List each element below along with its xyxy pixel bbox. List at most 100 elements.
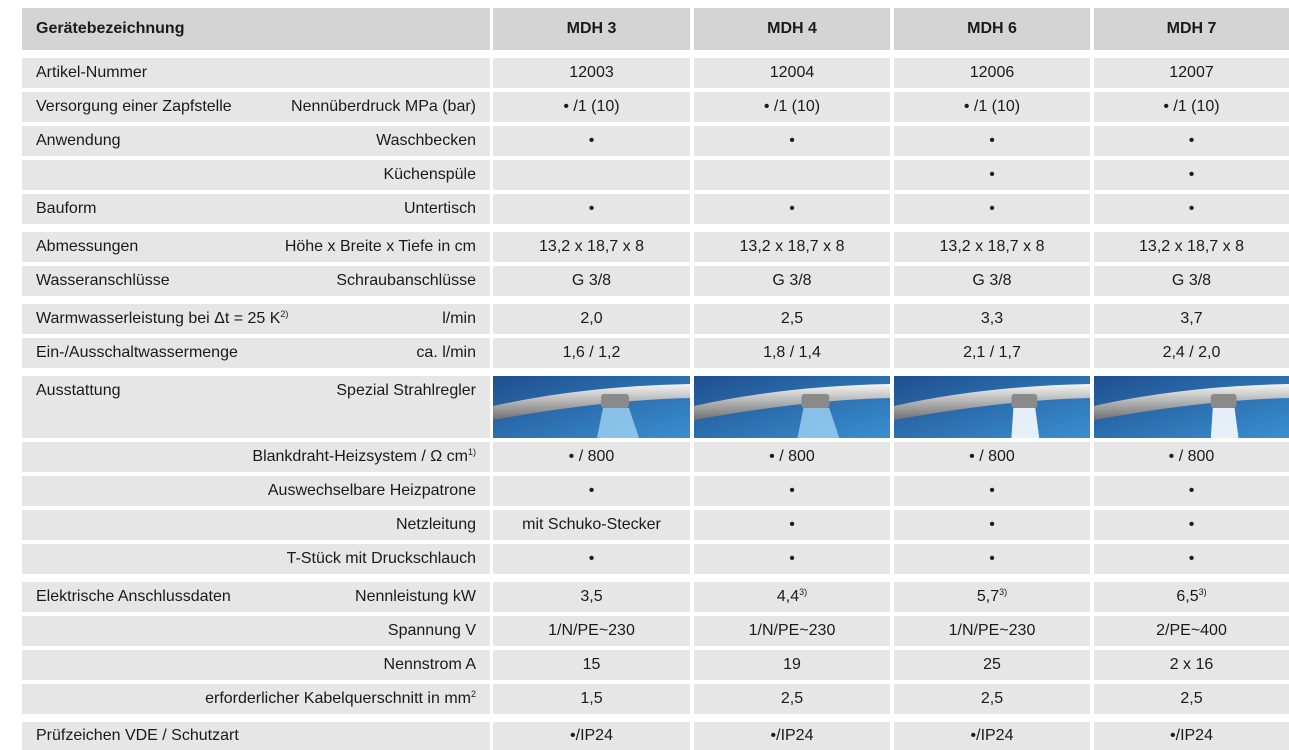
label-text: Nennleistung kW: [355, 588, 476, 605]
label-right: ca. l/min: [416, 344, 476, 362]
footnote-mark: 1): [468, 447, 476, 457]
value: • / 800: [969, 448, 1015, 466]
value: • /1 (10): [563, 98, 619, 116]
label-right: Untertisch: [404, 200, 476, 218]
value-cell: 1/N/PE~230: [694, 616, 890, 646]
row-label-cell: erforderlicher Kabelquerschnitt in mm2: [22, 684, 490, 714]
value: 2,5: [1180, 690, 1202, 708]
label-text: Versorgung einer Zapfstelle: [36, 98, 232, 115]
model-name: MDH 7: [1167, 20, 1217, 38]
label-right: erforderlicher Kabelquerschnitt in mm2: [205, 690, 476, 708]
value-cell: •/IP24: [493, 722, 690, 750]
label-text: Abmessungen: [36, 238, 138, 255]
faucet-photo: [493, 376, 690, 438]
value-cell: •: [694, 194, 890, 224]
header-model-cell: MDH 7: [1094, 8, 1289, 50]
label-left: Warmwasserleistung bei Δt = 25 K2): [36, 310, 288, 328]
label-right: Waschbecken: [376, 132, 476, 150]
value: • / 800: [1169, 448, 1215, 466]
value: •: [789, 200, 795, 218]
value: 1,5: [580, 690, 602, 708]
value-cell: •: [894, 126, 1090, 156]
value: 12006: [970, 64, 1015, 82]
value-cell: •/IP24: [694, 722, 890, 750]
value: 1,8 / 1,4: [763, 344, 821, 362]
value-cell: 12004: [694, 58, 890, 88]
value-cell: 13,2 x 18,7 x 8: [1094, 232, 1289, 262]
value: •: [789, 482, 795, 500]
value: • / 800: [769, 448, 815, 466]
value: •: [989, 132, 995, 150]
value: •: [1189, 200, 1195, 218]
value-cell: G 3/8: [493, 266, 690, 296]
value-cell: • / 800: [493, 442, 690, 472]
value-cell: •: [493, 194, 690, 224]
value-cell: 2,5: [694, 304, 890, 334]
value-cell: 25: [894, 650, 1090, 680]
label-text: Ausstattung: [36, 382, 121, 399]
value-cell: •: [694, 476, 890, 506]
value-cell: 1,6 / 1,2: [493, 338, 690, 368]
footnote-mark: 3): [1199, 587, 1207, 597]
value-cell: •: [894, 160, 1090, 190]
value-cell: 13,2 x 18,7 x 8: [694, 232, 890, 262]
value: •: [989, 550, 995, 568]
label-text: Schraubanschlüsse: [336, 272, 476, 289]
value-cell: •: [694, 126, 890, 156]
photo-cell: [1094, 376, 1289, 438]
header-model-cell: MDH 3: [493, 8, 690, 50]
footnote-mark: 2: [471, 689, 476, 699]
value-cell: • /1 (10): [493, 92, 690, 122]
row-label-cell: Wasseranschlüsse Schraubanschlüsse: [22, 266, 490, 296]
value: • / 800: [569, 448, 615, 466]
label-text: ca. l/min: [416, 344, 476, 361]
value-cell: 2,5: [694, 684, 890, 714]
value: 2,5: [781, 690, 803, 708]
value-cell: 1/N/PE~230: [493, 616, 690, 646]
label-right: l/min: [442, 310, 476, 328]
value-cell: •: [1094, 544, 1289, 574]
row-label-cell: Elektrische Anschlussdaten Nennleistung k…: [22, 582, 490, 612]
label-right: Spannung V: [388, 622, 476, 640]
value-cell: •: [1094, 510, 1289, 540]
value: 2 x 16: [1170, 656, 1214, 674]
value-cell: 3,7: [1094, 304, 1289, 334]
label-right: Netzleitung: [396, 516, 476, 534]
value-cell: •/IP24: [1094, 722, 1289, 750]
footnote-mark: 2): [280, 309, 288, 319]
value: •: [789, 132, 795, 150]
value: •: [1189, 516, 1195, 534]
row-label-cell: Netzleitung: [22, 510, 490, 540]
value-cell: •: [493, 544, 690, 574]
value: •: [989, 166, 995, 184]
value: • /1 (10): [1163, 98, 1219, 116]
value: 12004: [770, 64, 815, 82]
value: 12003: [569, 64, 614, 82]
value: G 3/8: [1172, 272, 1211, 290]
value-cell: •: [1094, 160, 1289, 190]
label-left: Elektrische Anschlussdaten: [36, 588, 231, 606]
label-right: Schraubanschlüsse: [336, 272, 476, 290]
footnote-mark: 3): [799, 587, 807, 597]
value: 2,0: [580, 310, 602, 328]
value: •: [1189, 482, 1195, 500]
value: 6,53): [1176, 588, 1206, 606]
row-label-cell: T-Stück mit Druckschlauch: [22, 544, 490, 574]
label-left: Bauform: [36, 200, 96, 218]
value: 13,2 x 18,7 x 8: [1139, 238, 1244, 256]
value: • /1 (10): [764, 98, 820, 116]
value: 5,73): [977, 588, 1007, 606]
value: 2,5: [781, 310, 803, 328]
faucet-photo: [1094, 376, 1289, 438]
value: G 3/8: [572, 272, 611, 290]
value-cell: 13,2 x 18,7 x 8: [493, 232, 690, 262]
value-cell: 19: [694, 650, 890, 680]
label-left: Wasseranschlüsse: [36, 272, 170, 290]
header-model-cell: MDH 4: [694, 8, 890, 50]
value-cell: •: [493, 126, 690, 156]
value-cell: 2,4 / 2,0: [1094, 338, 1289, 368]
label-text: T-Stück mit Druckschlauch: [287, 550, 476, 567]
model-name: MDH 6: [967, 20, 1017, 38]
